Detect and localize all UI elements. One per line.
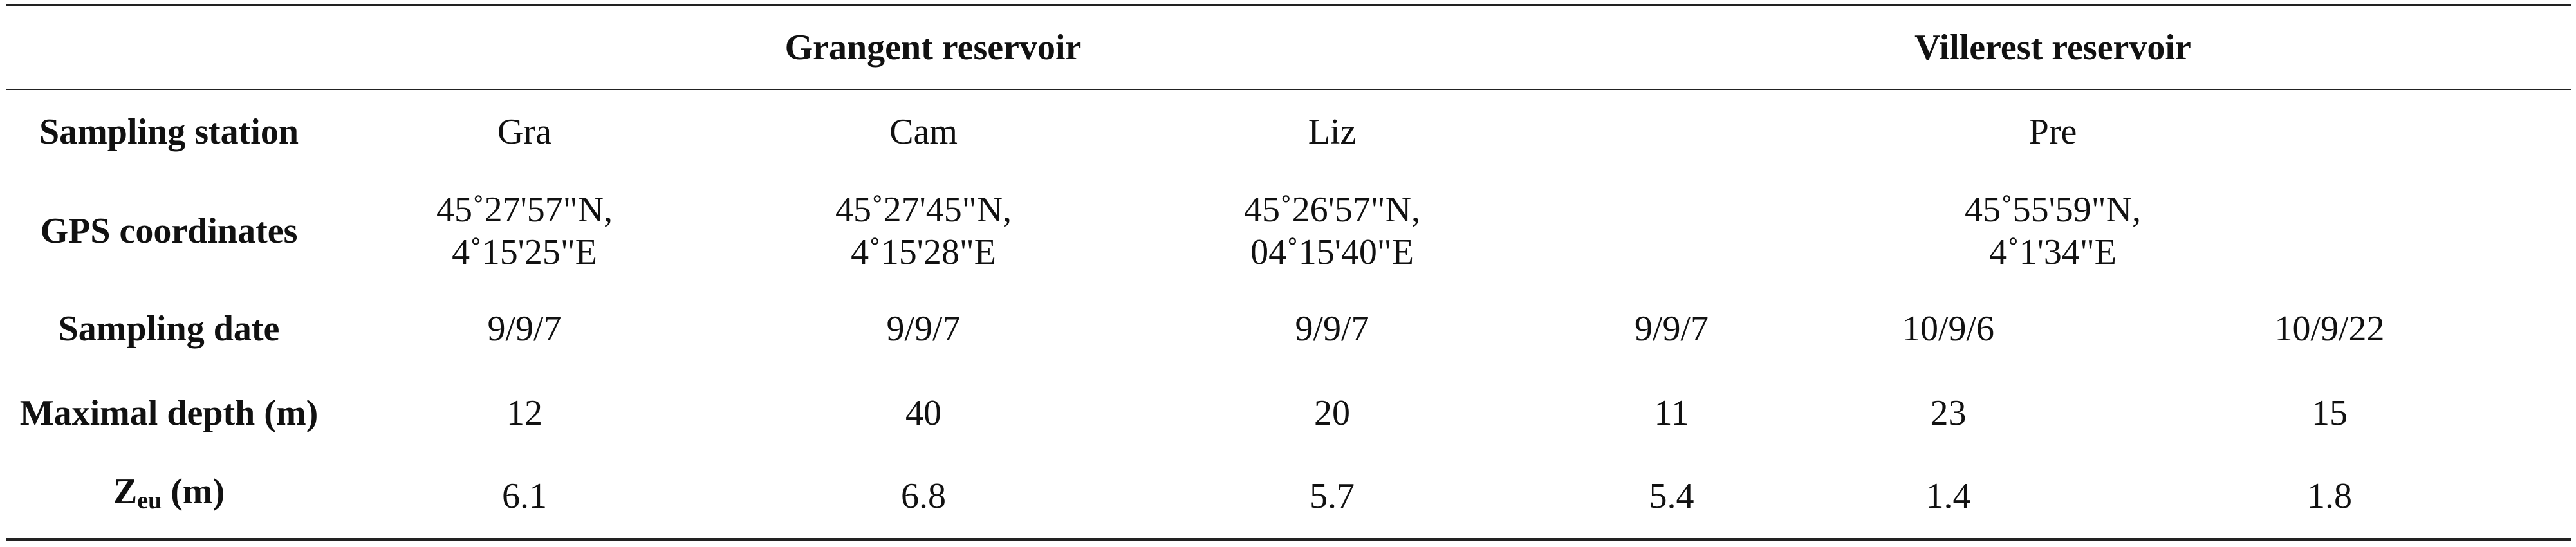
table-cell: 12 bbox=[506, 393, 542, 433]
zeu-unit: (m) bbox=[162, 472, 225, 512]
header-rule bbox=[6, 89, 2571, 90]
table-cell: 1.8 bbox=[2307, 476, 2352, 516]
table-row: GPS coordinates 45˚27'57"N, 4˚15'25"E 45… bbox=[6, 175, 2571, 287]
station-gra: Gra bbox=[497, 112, 551, 152]
station-liz: Liz bbox=[1308, 112, 1357, 152]
row-label-gps-coordinates: GPS coordinates bbox=[40, 211, 298, 251]
header-empty-cell bbox=[6, 6, 331, 89]
gps-gra: 45˚27'57"N, 4˚15'25"E bbox=[331, 175, 718, 287]
table-cell: 10/9/22 bbox=[2274, 309, 2385, 349]
gps-cam-longitude: 4˚15'28"E bbox=[851, 232, 996, 272]
table-row: Sampling station Gra Cam Liz Pre bbox=[6, 89, 2571, 175]
gps-cam-latitude: 45˚27'45"N, bbox=[835, 190, 1012, 230]
table-cell: 5.7 bbox=[1310, 476, 1355, 516]
villerest-group-header: Villerest reservoir bbox=[1914, 28, 2191, 68]
table-row: Maximal depth (m) 12 40 20 11 23 15 bbox=[6, 371, 2571, 456]
reservoir-sampling-table: Grangent reservoir Villerest reservoir S… bbox=[6, 6, 2571, 537]
table-cell: 40 bbox=[905, 393, 941, 433]
table-cell: 10/9/6 bbox=[1902, 309, 1995, 349]
grangent-group-header: Grangent reservoir bbox=[784, 28, 1082, 68]
table-row: Zeu (m) 6.1 6.8 5.7 5.4 1.4 1.8 bbox=[6, 456, 2571, 537]
table-cell: 20 bbox=[1314, 393, 1350, 433]
gps-liz-latitude: 45˚26'57"N, bbox=[1243, 190, 1421, 230]
table-cell: 23 bbox=[1930, 393, 1967, 433]
station-cam: Cam bbox=[889, 112, 958, 152]
table-cell: 11 bbox=[1654, 393, 1689, 433]
table-row: Sampling date 9/9/7 9/9/7 9/9/7 9/9/7 10… bbox=[6, 287, 2571, 371]
gps-pre: 45˚55'59"N, 4˚1'34"E bbox=[1535, 175, 2571, 287]
zeu-symbol: Z bbox=[113, 472, 138, 512]
table-cell: 9/9/7 bbox=[1295, 309, 1369, 349]
table-cell: 6.8 bbox=[901, 476, 946, 516]
gps-pre-latitude: 45˚55'59"N, bbox=[1964, 190, 2142, 230]
row-label-sampling-date: Sampling date bbox=[58, 309, 280, 349]
table-cell: 15 bbox=[2312, 393, 2348, 433]
gps-pre-longitude: 4˚1'34"E bbox=[1989, 232, 2117, 272]
gps-gra-latitude: 45˚27'57"N, bbox=[436, 190, 613, 230]
table-cell: 9/9/7 bbox=[886, 309, 961, 349]
top-rule bbox=[6, 4, 2571, 6]
row-label-zeu: Zeu (m) bbox=[6, 456, 331, 537]
row-label-maximal-depth: Maximal depth (m) bbox=[19, 393, 319, 433]
gps-liz-longitude: 04˚15'40"E bbox=[1250, 232, 1414, 272]
zeu-subscript: eu bbox=[137, 487, 162, 514]
gps-gra-longitude: 4˚15'25"E bbox=[452, 232, 597, 272]
bottom-rule bbox=[6, 538, 2571, 541]
gps-liz: 45˚26'57"N, 04˚15'40"E bbox=[1129, 175, 1535, 287]
table-cell: 9/9/7 bbox=[1634, 309, 1709, 349]
table-cell: 5.4 bbox=[1649, 476, 1694, 516]
row-label-sampling-station: Sampling station bbox=[39, 112, 299, 152]
table-cell: 1.4 bbox=[1925, 476, 1971, 516]
table-header-row: Grangent reservoir Villerest reservoir bbox=[6, 6, 2571, 89]
station-pre: Pre bbox=[2028, 112, 2077, 152]
table-cell: 6.1 bbox=[502, 476, 547, 516]
gps-cam: 45˚27'45"N, 4˚15'28"E bbox=[718, 175, 1129, 287]
table-cell: 9/9/7 bbox=[487, 309, 562, 349]
